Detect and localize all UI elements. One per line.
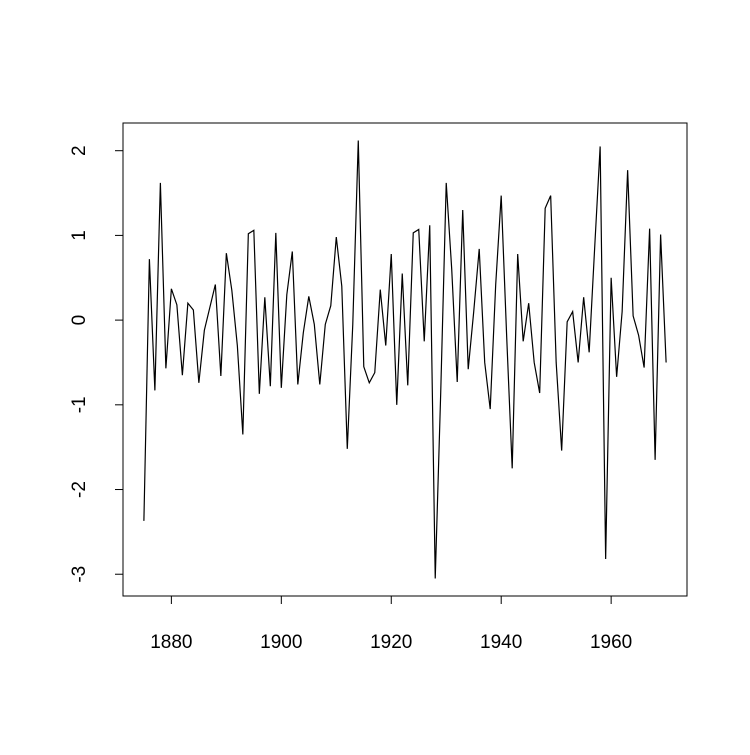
y-tick-label: 2 bbox=[69, 145, 90, 156]
y-tick-label: 0 bbox=[69, 315, 90, 326]
x-tick-label: 1960 bbox=[590, 632, 632, 653]
x-tick-label: 1940 bbox=[480, 632, 522, 653]
x-tick-label: 1920 bbox=[370, 632, 412, 653]
y-tick-label: -1 bbox=[69, 396, 90, 413]
y-tick-label: -2 bbox=[69, 481, 90, 498]
y-tick-label: 1 bbox=[69, 230, 90, 241]
x-tick-label: 1900 bbox=[260, 632, 302, 653]
y-tick-label: -3 bbox=[69, 566, 90, 583]
x-tick-label: 1880 bbox=[150, 632, 192, 653]
plot-frame bbox=[122, 122, 688, 597]
line bbox=[143, 140, 667, 579]
